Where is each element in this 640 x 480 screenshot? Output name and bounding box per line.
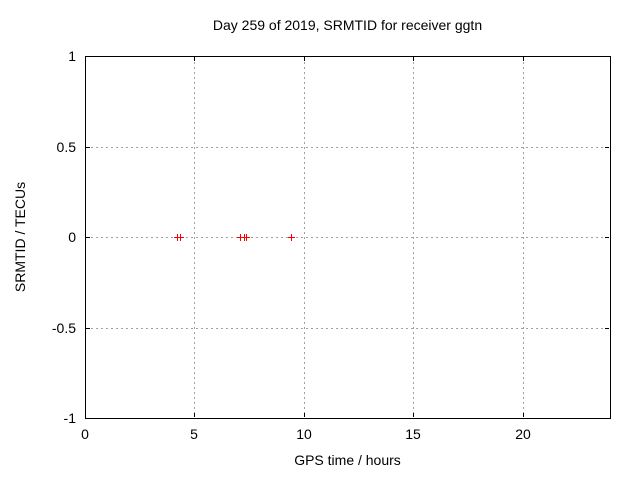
x-tick-label: 5 — [190, 426, 198, 442]
y-tick-mark-right — [605, 56, 609, 57]
x-tick-mark-top — [85, 57, 86, 61]
y-gridline — [86, 328, 609, 329]
x-axis-title: GPS time / hours — [294, 452, 401, 468]
marker-vertical-bar — [240, 234, 241, 241]
x-tick-mark-bottom — [413, 413, 414, 417]
data-point-marker — [237, 234, 244, 241]
y-tick-label: -0.5 — [51, 320, 76, 336]
x-tick-mark-top — [523, 57, 524, 61]
y-tick-label: 0.5 — [56, 139, 76, 155]
x-tick-mark-top — [413, 57, 414, 61]
x-tick-label: 10 — [296, 426, 312, 442]
plot-area — [85, 56, 611, 419]
x-tick-mark-top — [304, 57, 305, 61]
data-point-marker — [288, 234, 295, 241]
y-tick-label: 0 — [68, 229, 76, 245]
data-point-marker — [243, 234, 250, 241]
y-tick-mark-left — [86, 237, 90, 238]
data-point-marker — [177, 234, 184, 241]
y-tick-mark-right — [605, 418, 609, 419]
y-tick-mark-right — [605, 328, 609, 329]
chart-title: Day 259 of 2019, SRMTID for receiver ggt… — [212, 17, 483, 33]
x-tick-mark-bottom — [85, 413, 86, 417]
y-tick-mark-left — [86, 328, 90, 329]
x-tick-label: 0 — [81, 426, 89, 442]
x-tick-mark-bottom — [523, 413, 524, 417]
y-tick-mark-right — [605, 237, 609, 238]
y-tick-mark-left — [86, 418, 90, 419]
y-tick-mark-right — [605, 147, 609, 148]
x-tick-label: 15 — [405, 426, 421, 442]
marker-vertical-bar — [180, 234, 181, 241]
marker-vertical-bar — [291, 234, 292, 241]
y-gridline — [86, 237, 609, 238]
x-tick-label: 20 — [515, 426, 531, 442]
y-gridline — [86, 147, 609, 148]
y-tick-label: 1 — [68, 48, 76, 64]
x-tick-mark-bottom — [194, 413, 195, 417]
y-tick-mark-left — [86, 56, 90, 57]
marker-vertical-bar — [246, 234, 247, 241]
x-tick-mark-top — [194, 57, 195, 61]
y-tick-label: -1 — [63, 410, 76, 426]
x-tick-mark-bottom — [304, 413, 305, 417]
y-tick-mark-left — [86, 147, 90, 148]
